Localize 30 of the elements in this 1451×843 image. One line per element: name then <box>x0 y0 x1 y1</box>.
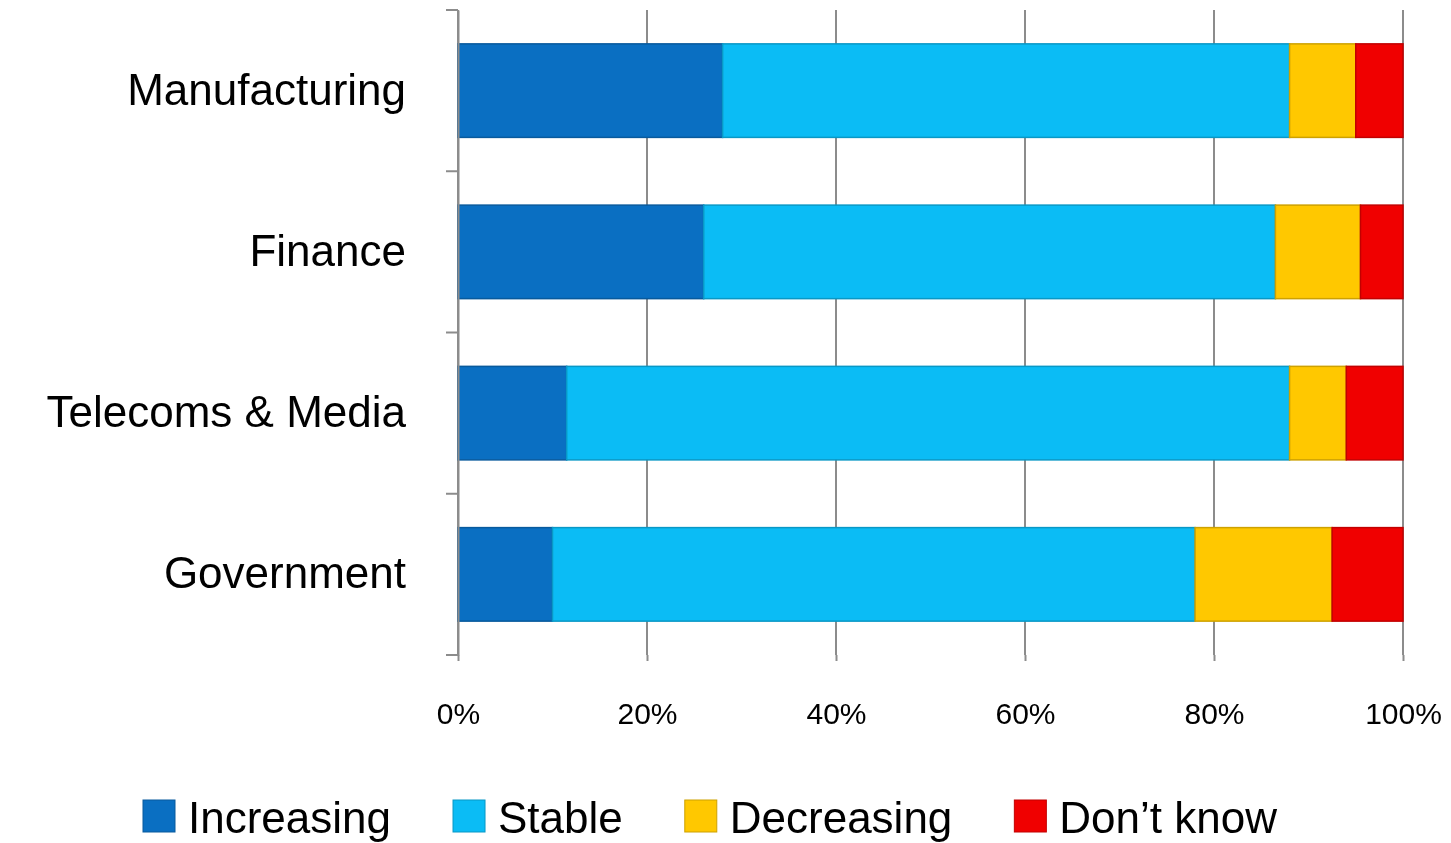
bar <box>1194 526 1333 622</box>
y-tick-label: Manufacturing <box>127 64 406 114</box>
bar <box>702 204 1277 300</box>
bar <box>1288 365 1348 461</box>
x-tick-label: 40% <box>806 697 867 731</box>
bar <box>1355 43 1404 139</box>
bar <box>1331 526 1404 622</box>
bar <box>457 526 554 622</box>
y-tick-label: Telecoms & Media <box>46 387 407 437</box>
bar <box>457 204 705 300</box>
bar <box>457 43 724 139</box>
bar <box>1359 204 1404 300</box>
legend-label: Don’t know <box>1059 793 1278 842</box>
bar <box>457 365 568 461</box>
x-tick-label: 60% <box>995 697 1056 731</box>
x-tick-label: 0% <box>436 697 481 731</box>
legend-label: Stable <box>498 793 623 842</box>
bar <box>721 43 1291 139</box>
bar <box>565 365 1291 461</box>
bar <box>1345 365 1404 461</box>
x-tick-label: 80% <box>1184 697 1245 731</box>
x-tick-label: 20% <box>617 697 678 731</box>
bar <box>551 526 1196 622</box>
legend-label: Decreasing <box>729 793 953 842</box>
y-tick-label: Government <box>163 548 406 598</box>
bar <box>1274 204 1362 300</box>
bar <box>1288 43 1357 139</box>
legend-label: Increasing <box>188 793 392 842</box>
x-tick-label: 100% <box>1365 697 1442 731</box>
y-tick-label: Finance <box>249 225 406 275</box>
